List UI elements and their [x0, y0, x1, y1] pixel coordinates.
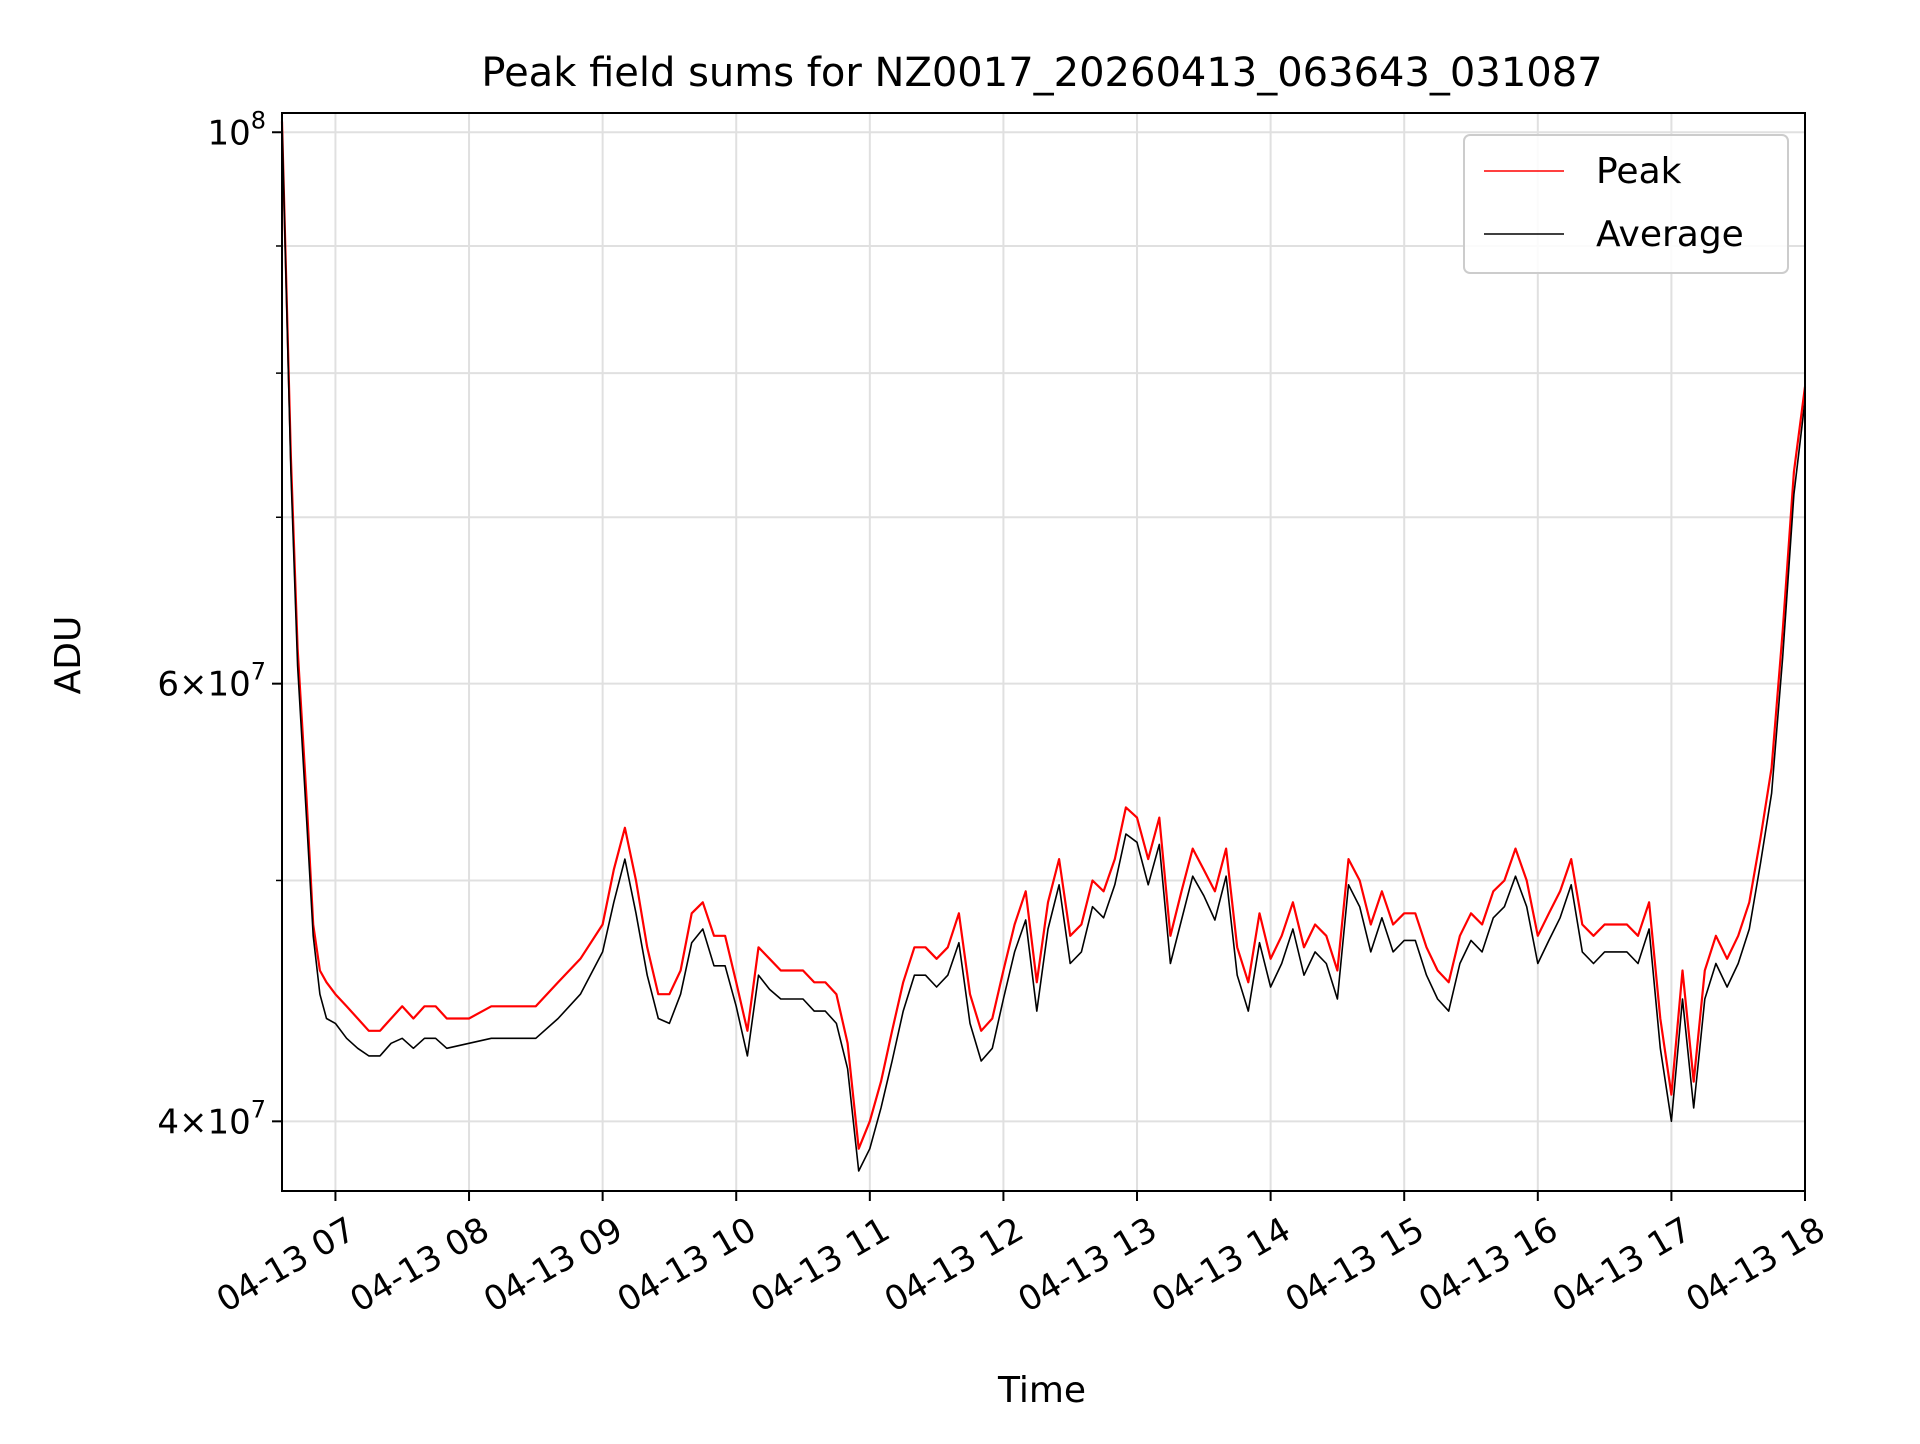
legend: Peak Average: [1463, 134, 1789, 274]
y-tick-label: 6×107: [157, 658, 266, 705]
legend-box: [1463, 134, 1789, 274]
y-tick-label-base: 6×10: [157, 665, 250, 705]
y-tick-label-base: 4×10: [157, 1102, 250, 1142]
y-tick-label-exponent: 7: [251, 658, 266, 686]
y-tick-label-exponent: 8: [251, 106, 266, 134]
data-series: [280, 121, 1807, 1172]
series-line-average: [281, 121, 1806, 1172]
y-tick-label: 108: [207, 106, 266, 153]
legend-label-peak: Peak: [1596, 151, 1682, 192]
grid-lines: [282, 113, 1806, 1191]
x-tick-label: 04-13 07: [210, 1210, 362, 1321]
x-tick-label: 04-13 13: [1012, 1210, 1164, 1321]
x-axis-label: Time: [997, 1370, 1086, 1411]
y-axis-label: ADU: [48, 616, 89, 695]
x-tick-label: 04-13 12: [878, 1210, 1030, 1321]
y-tick-label-exponent: 7: [251, 1095, 266, 1123]
x-tick-label: 04-13 15: [1279, 1210, 1431, 1321]
x-tick-label: 04-13 09: [477, 1210, 629, 1321]
series-line-peak: [280, 121, 1807, 1150]
x-tick-label: 04-13 11: [744, 1210, 896, 1321]
x-tick-label: 04-13 18: [1680, 1210, 1832, 1321]
y-tick-label: 4×107: [157, 1095, 266, 1142]
legend-label-average: Average: [1596, 214, 1744, 255]
x-tick-label: 04-13 10: [611, 1210, 763, 1321]
x-tick-label: 04-13 16: [1412, 1210, 1564, 1321]
plot-frame: [281, 112, 1806, 1192]
x-tick-label: 04-13 17: [1546, 1210, 1698, 1321]
x-tick-label: 04-13 08: [344, 1210, 496, 1321]
chart-title: Peak field sums for NZ0017_20260413_0636…: [481, 50, 1602, 96]
y-tick-label-base: 10: [207, 113, 250, 153]
x-tick-label: 04-13 14: [1145, 1210, 1297, 1321]
